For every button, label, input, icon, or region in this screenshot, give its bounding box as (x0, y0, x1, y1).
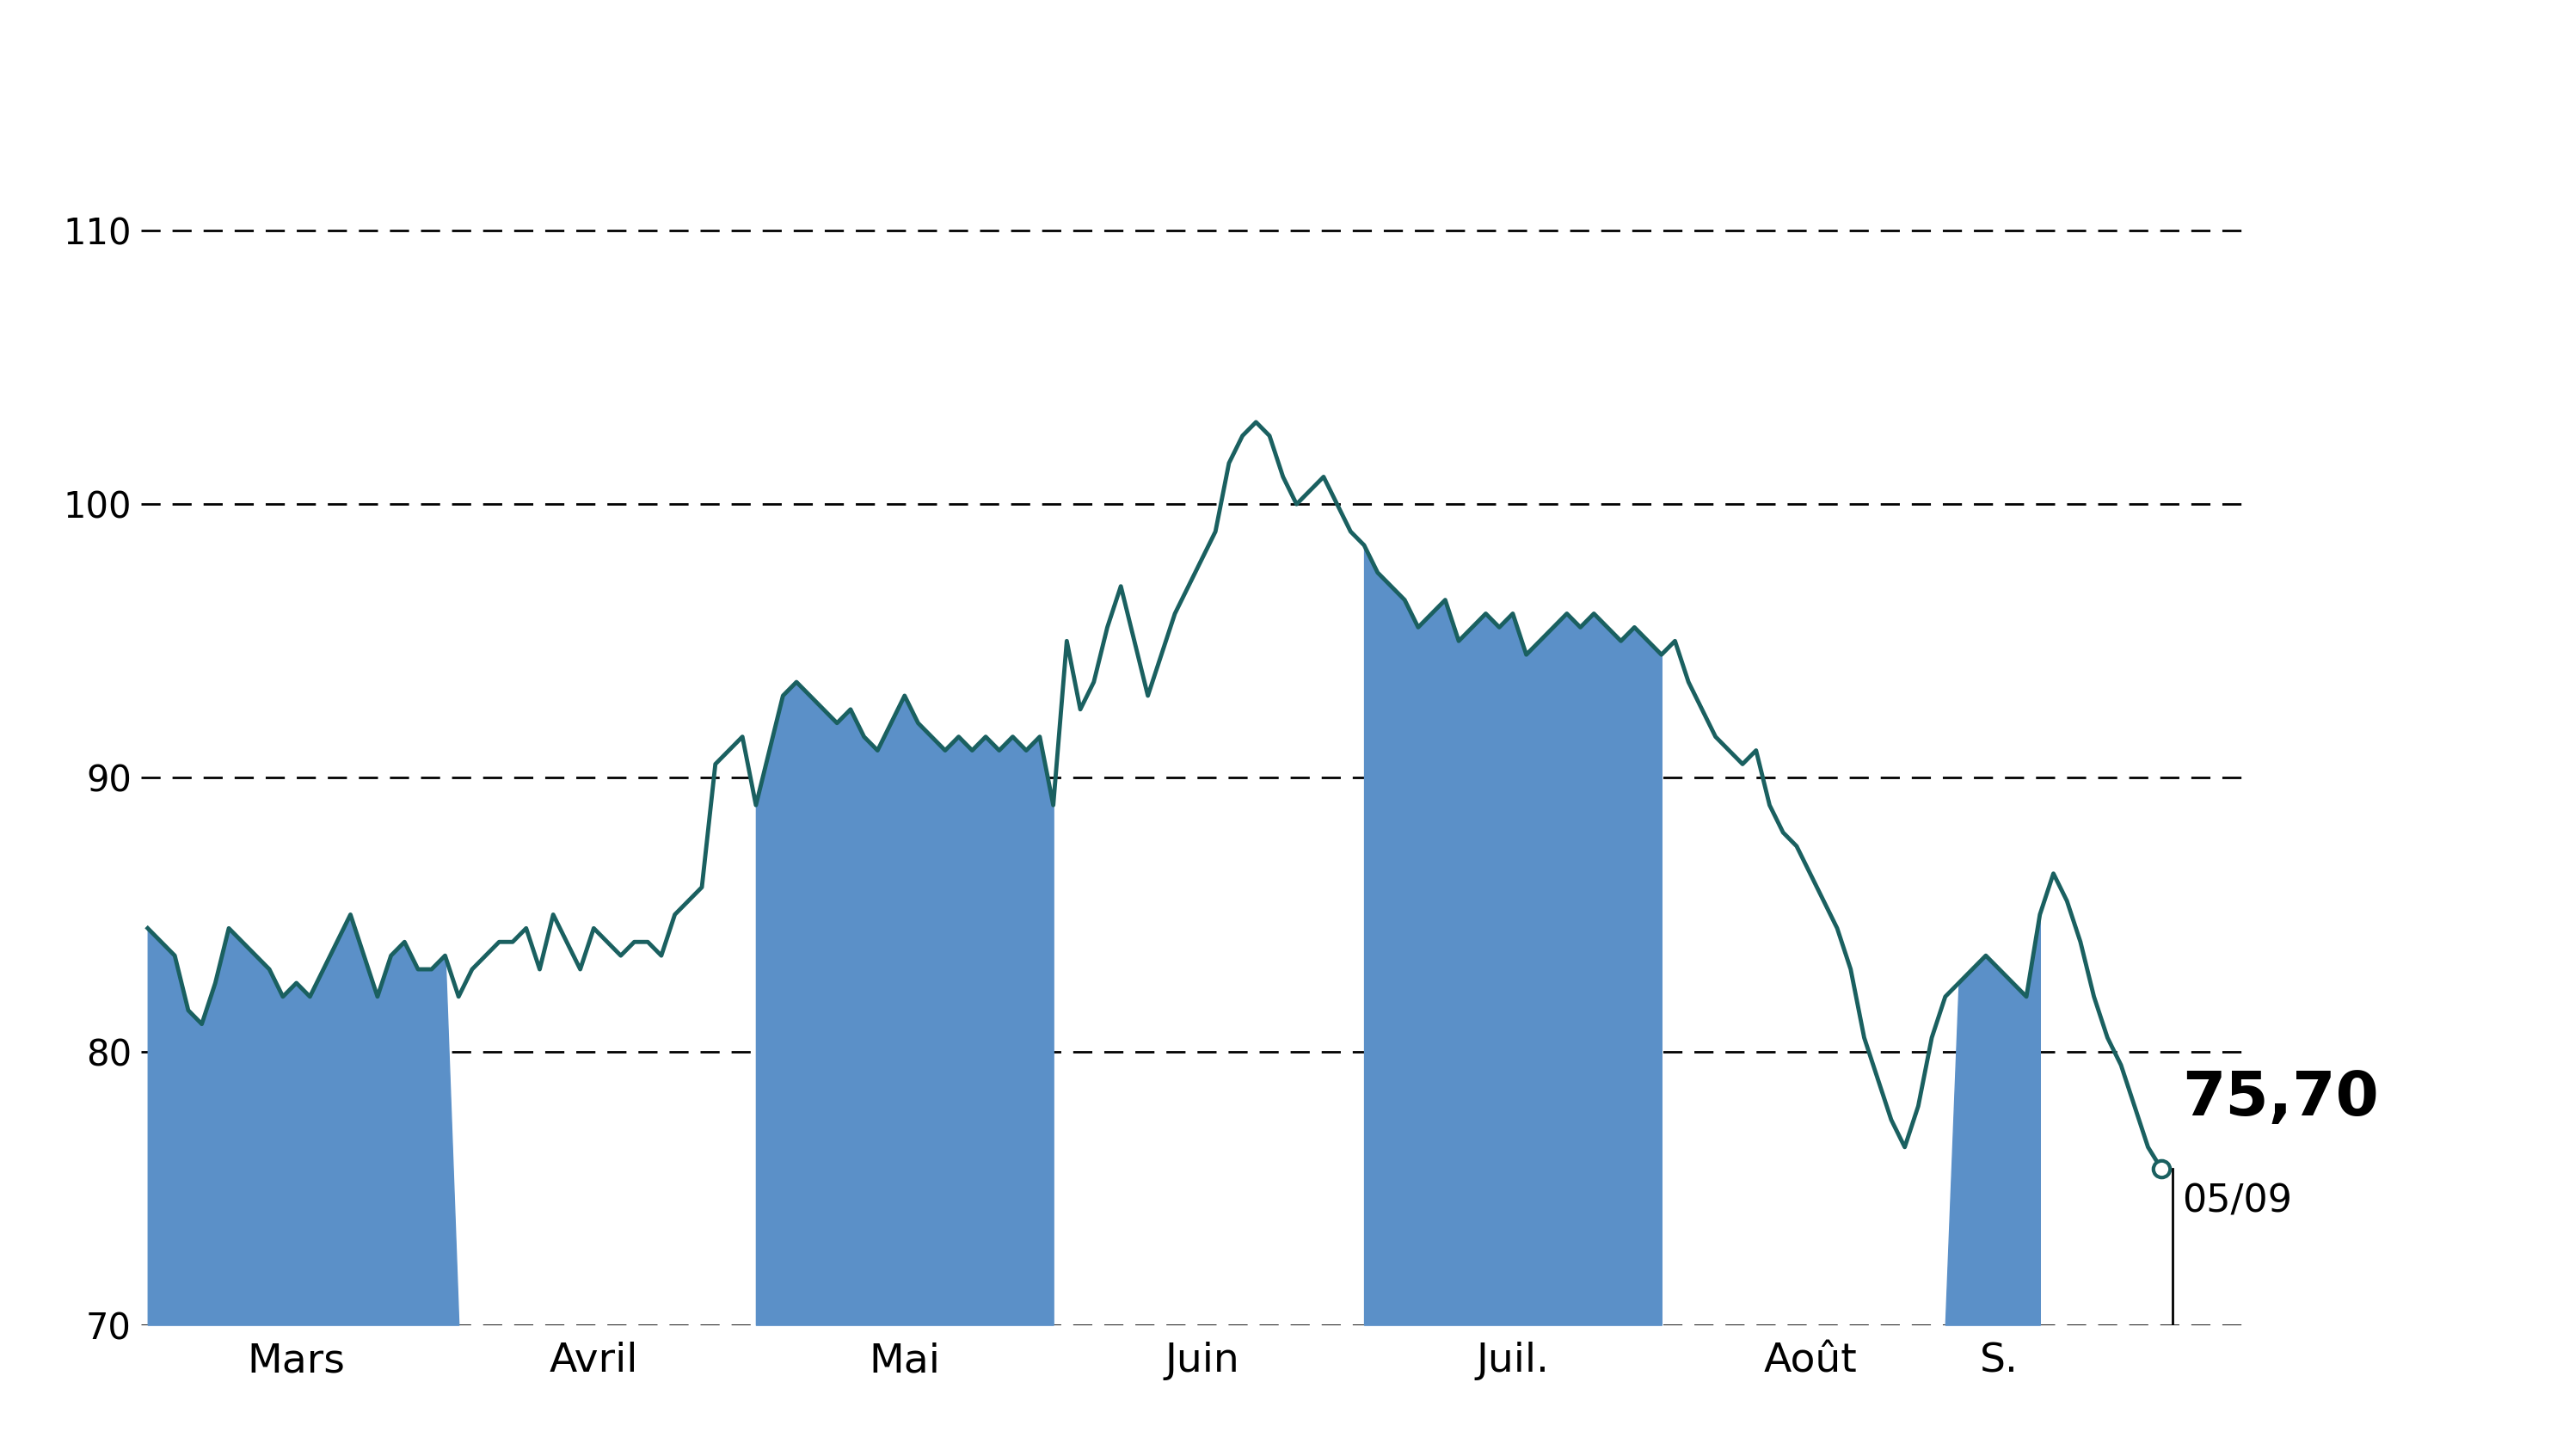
Text: Genel Energy PLC: Genel Energy PLC (853, 25, 1710, 109)
Text: 75,70: 75,70 (2181, 1069, 2378, 1128)
Text: 05/09: 05/09 (2181, 1182, 2291, 1220)
